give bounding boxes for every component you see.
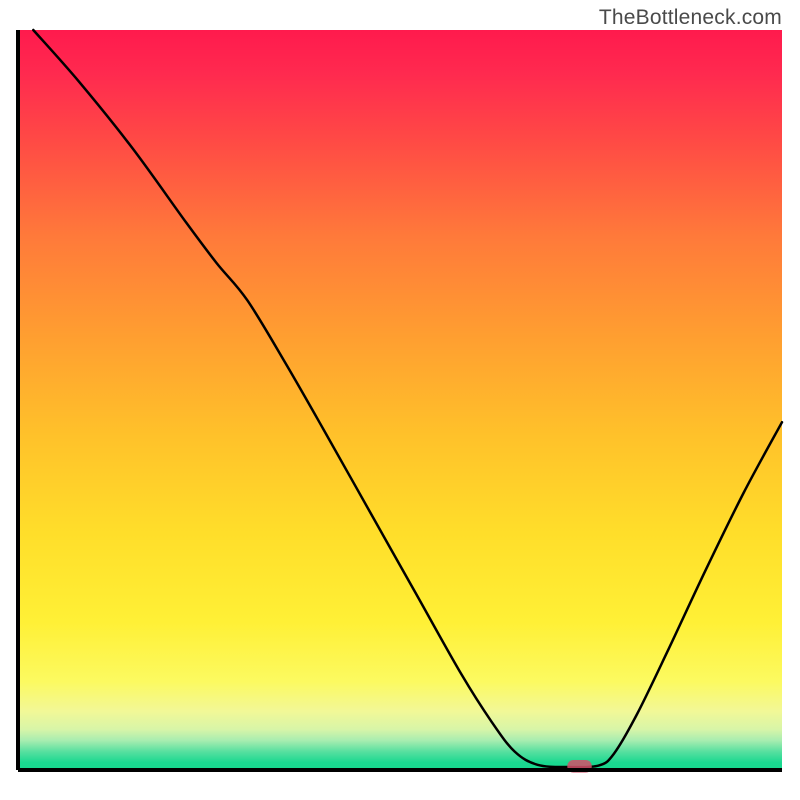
watermark-text: TheBottleneck.com xyxy=(599,6,782,30)
chart-svg xyxy=(0,0,800,800)
bottleneck-chart xyxy=(0,0,800,800)
chart-background xyxy=(18,30,782,770)
